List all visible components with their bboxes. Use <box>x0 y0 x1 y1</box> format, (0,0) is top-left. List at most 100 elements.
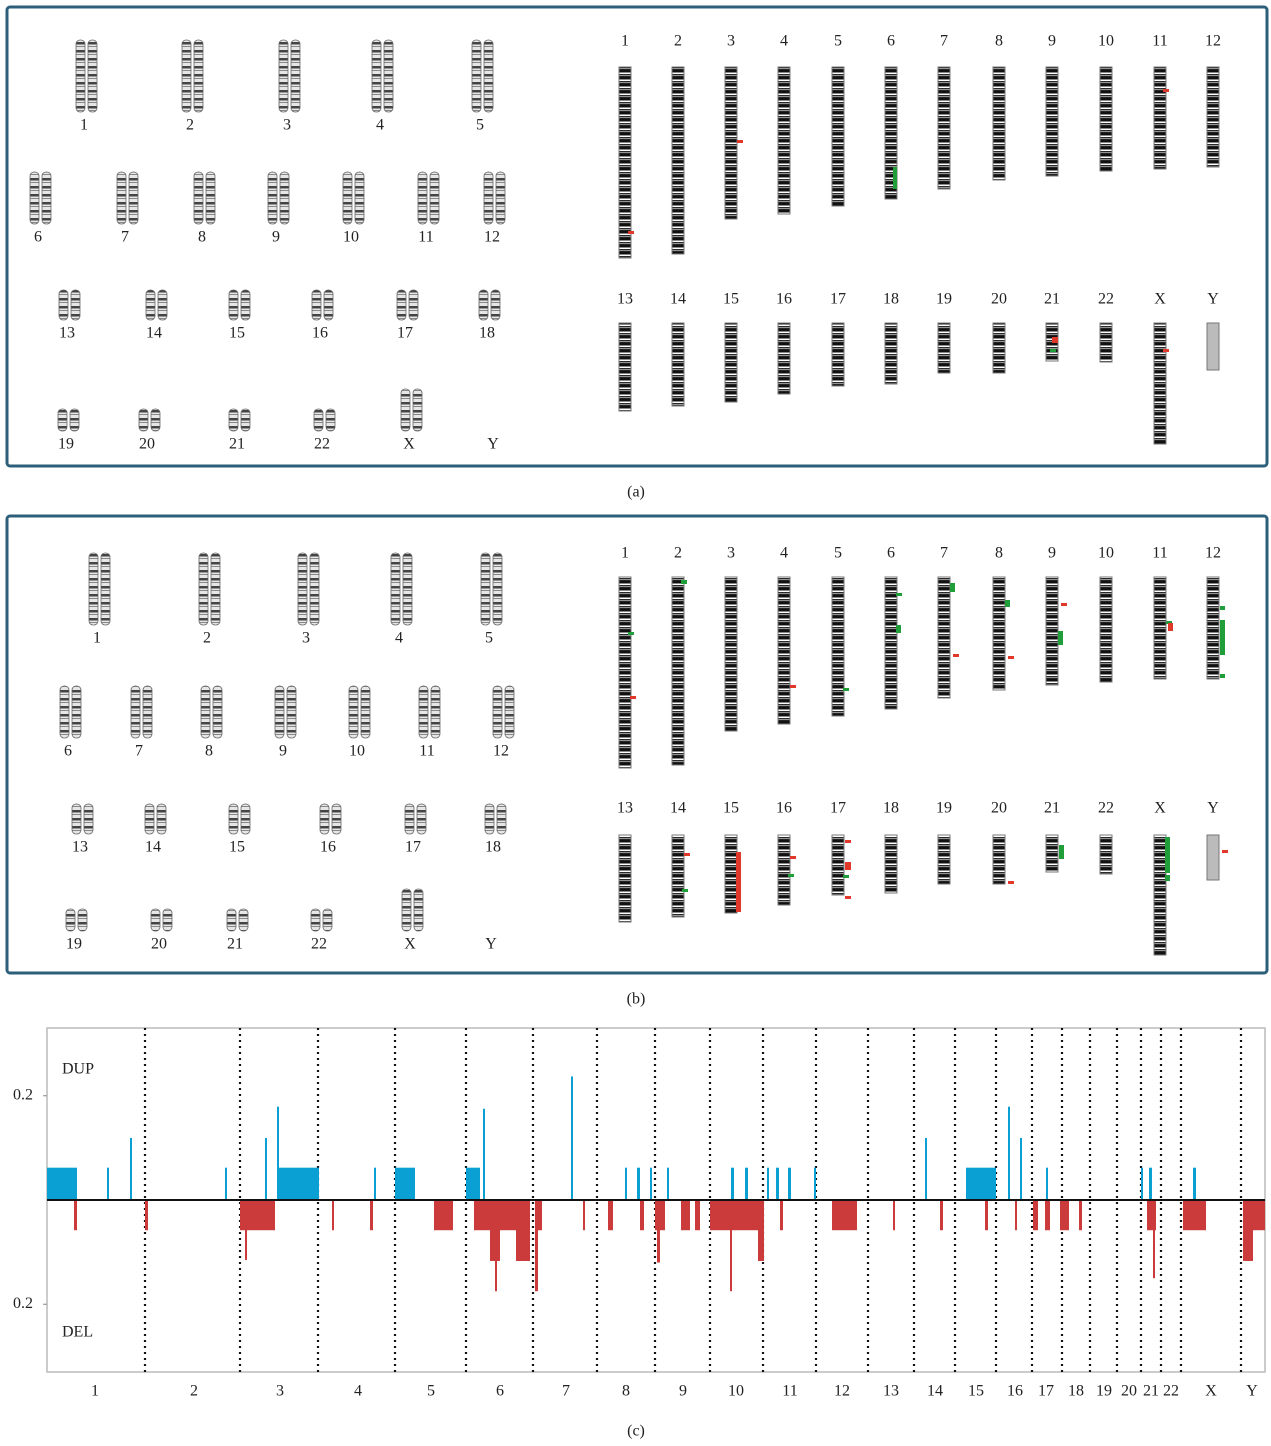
karyotype-label: 13 <box>59 325 75 342</box>
ideogram <box>1154 323 1166 444</box>
ideogram-label: 5 <box>834 545 842 562</box>
ideogram-label: 5 <box>834 33 842 50</box>
chromosome-image <box>372 40 381 112</box>
ideogram-label: 22 <box>1098 291 1114 308</box>
karyotype-label: 11 <box>419 743 434 760</box>
ideogram <box>725 67 737 219</box>
ideogram <box>1154 67 1166 169</box>
ideogram <box>725 835 737 913</box>
bar <box>483 1109 485 1200</box>
ideogram-label: 12 <box>1205 545 1221 562</box>
ideogram <box>725 577 737 731</box>
ideogram-label: 3 <box>727 33 735 50</box>
chromosome-image <box>384 40 393 112</box>
ideogram <box>619 67 631 258</box>
chromosome-image <box>391 553 400 625</box>
chromosome-image <box>241 804 250 834</box>
bar <box>832 1200 857 1230</box>
ideogram-label: 21 <box>1044 291 1060 308</box>
ideogram <box>778 323 790 394</box>
chromosome-image <box>431 686 440 738</box>
chromosome-image <box>485 804 494 834</box>
ideogram-label: 14 <box>670 800 686 817</box>
chromosome-image <box>139 409 148 431</box>
bar <box>395 1168 415 1200</box>
ideogram-label: 11 <box>1152 33 1167 50</box>
chromosome-image <box>157 804 166 834</box>
ideogram <box>832 323 844 386</box>
ideogram-label: 16 <box>776 800 792 817</box>
cnv-marker <box>893 167 897 189</box>
karyotype-label: 15 <box>229 839 245 856</box>
chromosome-image <box>66 909 75 931</box>
karyotype-label: 21 <box>229 436 245 453</box>
bar <box>1141 1168 1143 1200</box>
ideogram <box>1046 835 1058 872</box>
ideogram <box>993 323 1005 373</box>
chromosome-image <box>323 909 332 931</box>
chromosome-image <box>194 172 203 224</box>
chromosome-image <box>401 389 410 431</box>
karyotype-label: 2 <box>186 117 194 134</box>
chromosome-image <box>324 290 333 320</box>
chromosome-image <box>229 804 238 834</box>
chromosome-image <box>287 686 296 738</box>
chromosome-image <box>312 290 321 320</box>
chromosome-image <box>418 172 427 224</box>
annotation: DUP <box>62 1061 94 1078</box>
chromosome-image <box>241 409 250 431</box>
ideogram <box>885 835 897 893</box>
x-tick-label: 15 <box>968 1383 984 1400</box>
chromosome-image <box>117 172 126 224</box>
bar <box>1243 1200 1253 1261</box>
cnv-marker <box>896 625 901 633</box>
bar <box>608 1200 613 1230</box>
chromosome-image <box>201 686 210 738</box>
chromosome-image <box>163 909 172 931</box>
cnv-marker <box>788 874 794 877</box>
chromosome-image <box>268 172 277 224</box>
ideogram-label: 8 <box>995 545 1003 562</box>
ideogram <box>1154 835 1166 955</box>
cnv-marker <box>684 853 690 856</box>
karyotype-label: 20 <box>151 936 167 953</box>
caption: (c) <box>627 1423 645 1440</box>
cnv-marker <box>845 862 851 870</box>
ideogram-label: 6 <box>887 545 895 562</box>
karyotype-label: 12 <box>484 229 500 246</box>
karyotype-label: 9 <box>279 743 287 760</box>
karyotype-label: 8 <box>205 743 213 760</box>
x-tick-label: 5 <box>427 1383 435 1400</box>
ideogram <box>1100 323 1112 362</box>
x-tick-label: 22 <box>1163 1383 1179 1400</box>
bar <box>814 1168 816 1200</box>
x-tick-label: 16 <box>1007 1383 1023 1400</box>
x-tick-label: X <box>1205 1383 1217 1400</box>
chromosome-image <box>151 909 160 931</box>
cnv-marker <box>845 840 851 843</box>
bar <box>1060 1200 1069 1230</box>
karyotype-label: 17 <box>397 325 413 342</box>
ideogram <box>672 577 684 765</box>
cnv-marker <box>1220 606 1225 610</box>
ideogram-label: 22 <box>1098 800 1114 817</box>
cnv-marker <box>1008 881 1014 884</box>
ideogram-label: 10 <box>1098 545 1114 562</box>
cnv-marker <box>736 852 741 912</box>
ideogram <box>993 67 1005 180</box>
bar <box>495 1200 497 1291</box>
chromosome-image <box>206 172 215 224</box>
panel-b-frame <box>7 516 1267 973</box>
chromosome-image <box>493 553 502 625</box>
ideogram-label: 17 <box>830 800 846 817</box>
chromosome-image <box>310 553 319 625</box>
karyotype-label: 22 <box>311 936 327 953</box>
chromosome-image <box>326 409 335 431</box>
x-tick-label: 7 <box>562 1383 570 1400</box>
chromosome-image <box>298 553 307 625</box>
bar <box>516 1200 530 1261</box>
chromosome-image <box>472 40 481 112</box>
bar <box>535 1200 542 1230</box>
x-tick-label: 21 <box>1143 1383 1159 1400</box>
chromosome-image <box>84 804 93 834</box>
